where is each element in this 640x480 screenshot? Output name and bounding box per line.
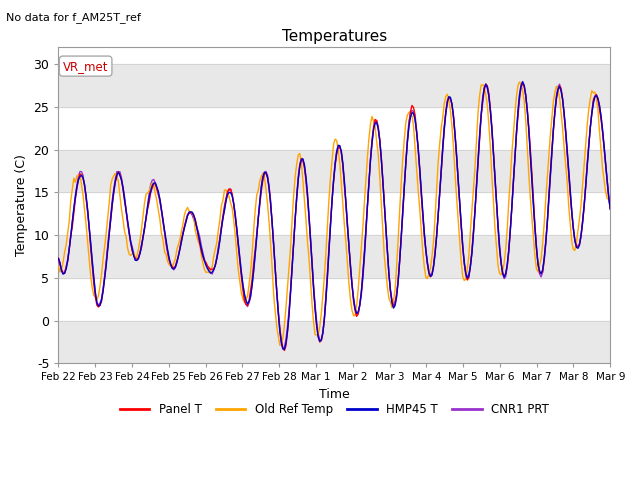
Bar — [58, 321, 611, 363]
Bar — [58, 64, 611, 107]
X-axis label: Time: Time — [319, 388, 349, 401]
Bar — [58, 235, 611, 278]
Legend: Panel T, Old Ref Temp, HMP45 T, CNR1 PRT: Panel T, Old Ref Temp, HMP45 T, CNR1 PRT — [115, 398, 554, 421]
Text: VR_met: VR_met — [63, 60, 108, 72]
Y-axis label: Temperature (C): Temperature (C) — [15, 154, 28, 256]
Text: No data for f_AM25T_ref: No data for f_AM25T_ref — [6, 12, 141, 23]
Title: Temperatures: Temperatures — [282, 29, 387, 44]
Bar — [58, 150, 611, 192]
